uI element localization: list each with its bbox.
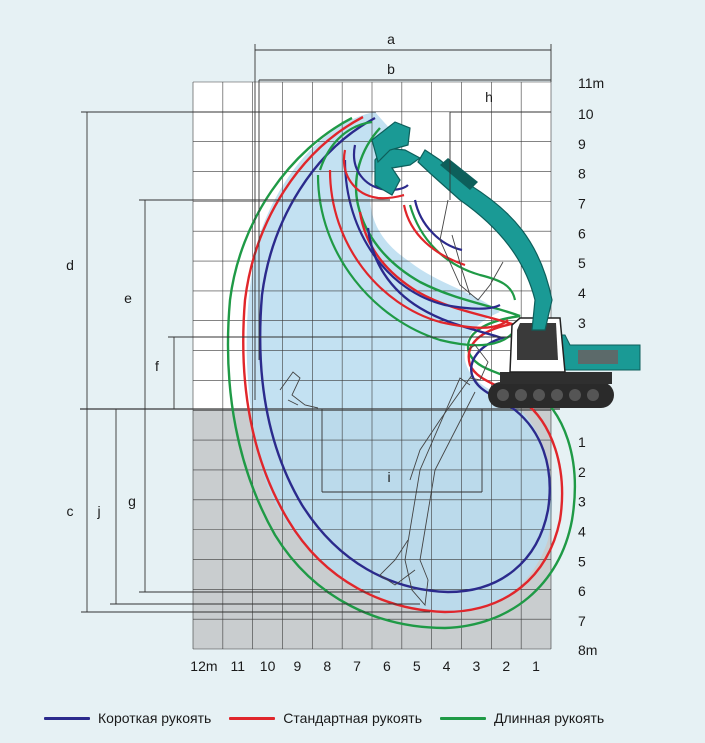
dim-label-h: h (485, 89, 493, 105)
legend-item-short-arm: Короткая рукоять (44, 710, 211, 726)
x-tick-label: 5 (413, 658, 421, 674)
inner-loop-standard (328, 169, 509, 329)
legend-item-standard-arm: Стандартная рукоять (229, 710, 422, 726)
dim-label-a: a (387, 31, 395, 47)
y-tick-label: 4 (578, 524, 586, 540)
x-tick-label: 10 (260, 658, 276, 674)
y-tick-label: 10 (578, 106, 594, 122)
x-tick-label: 8 (323, 658, 331, 674)
engine-grille (578, 350, 618, 364)
dim-label-c: c (67, 503, 74, 519)
x-tick-label: 2 (502, 658, 510, 674)
y-tick-label: 6 (578, 583, 586, 599)
y-axis-ticks: 11m 10 9 8 7 6 5 4 3 1 2 3 4 5 6 7 8m (578, 75, 604, 658)
x-tick-label: 7 (353, 658, 361, 674)
dim-label-i: i (387, 469, 390, 485)
y-tick-label: 7 (578, 196, 586, 212)
legend-swatch-long (440, 716, 486, 720)
ghost-arm-positions (279, 199, 504, 607)
y-tick-label: 5 (578, 255, 586, 271)
y-tick-label: 4 (578, 285, 586, 301)
legend: Короткая рукоять Стандартная рукоять Дли… (44, 706, 604, 730)
x-tick-label: 12m (190, 658, 217, 674)
x-tick-label: 9 (294, 658, 302, 674)
excavator (371, 121, 641, 408)
dim-label-e: e (124, 290, 132, 306)
reach-curve-long-arm (226, 116, 576, 630)
y-tick-label: 6 (578, 225, 586, 241)
reach-curve-short-arm (259, 116, 551, 594)
legend-swatch-short (44, 716, 90, 720)
legend-swatch-standard (229, 716, 276, 720)
dim-label-g: g (128, 493, 136, 509)
y-tick-label: 8 (578, 166, 586, 182)
y-tick-label: 2 (578, 464, 586, 480)
legend-item-long-arm: Длинная рукоять (440, 710, 604, 726)
inner-loop-long (316, 174, 516, 347)
dim-label-b: b (387, 61, 395, 77)
x-tick-label: 11 (230, 658, 245, 674)
dim-label-f: f (155, 358, 159, 374)
dimension-lines (81, 44, 552, 613)
x-tick-label: 4 (443, 658, 451, 674)
x-tick-label: 6 (383, 658, 391, 674)
boom-cylinder (440, 158, 478, 190)
reach-curve-standard-arm (242, 115, 564, 614)
upper-loop-long (318, 120, 517, 301)
y-tick-label: 7 (578, 613, 586, 629)
inner-loop-short (343, 159, 501, 310)
y-tick-label: 8m (578, 642, 597, 658)
excavator-undercarriage (500, 372, 612, 384)
dim-label-j: j (96, 503, 100, 519)
y-tick-label: 3 (578, 494, 586, 510)
x-tick-label: 1 (532, 658, 540, 674)
reach-envelope-fill (246, 112, 553, 614)
x-axis-ticks: 12m 11 10 9 8 7 6 5 4 3 2 1 (190, 658, 540, 674)
excavator-boom (417, 149, 553, 331)
y-tick-label: 3 (578, 315, 586, 331)
dim-label-d: d (66, 257, 74, 273)
y-tick-label: 5 (578, 553, 586, 569)
legend-label-long: Длинная рукоять (494, 710, 605, 726)
legend-label-standard: Стандартная рукоять (283, 710, 422, 726)
excavator-bucket (371, 121, 411, 164)
legend-label-short: Короткая рукоять (98, 710, 212, 726)
y-tick-label: 1 (578, 434, 586, 450)
cab-window (517, 323, 558, 360)
upper-loop-standard (342, 149, 466, 267)
y-tick-label: 11m (578, 75, 604, 91)
y-tick-label: 9 (578, 136, 586, 152)
x-tick-label: 3 (473, 658, 481, 674)
